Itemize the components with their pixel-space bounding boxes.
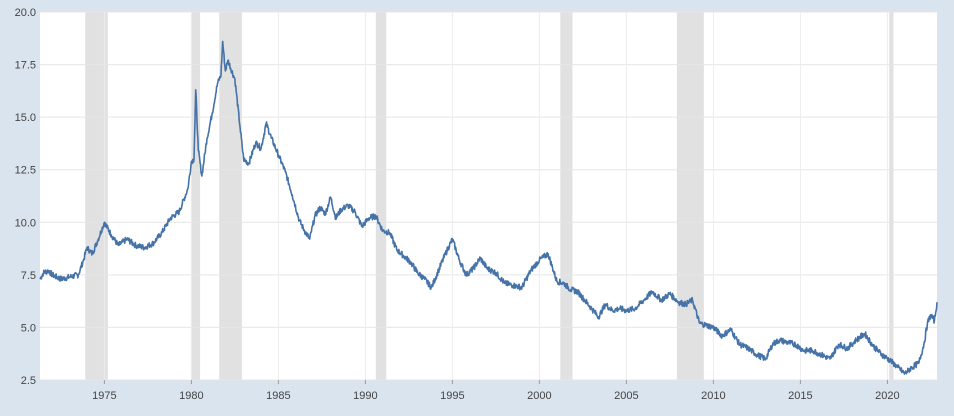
x-tick-label: 1990 <box>353 390 377 402</box>
y-tick-label: 20.0 <box>15 7 36 19</box>
x-tick-label: 1980 <box>179 390 203 402</box>
series-line <box>39 40 938 375</box>
y-tick-label: 10.0 <box>15 217 36 229</box>
recession-band <box>889 12 894 380</box>
recession-band <box>676 12 704 380</box>
x-tick-label: 1975 <box>92 390 116 402</box>
x-tick-label: 2020 <box>875 390 899 402</box>
x-tick-label: 2005 <box>614 390 638 402</box>
y-tick-label: 15.0 <box>15 112 36 124</box>
recession-band <box>375 12 387 380</box>
recession-band <box>85 12 108 380</box>
recession-band <box>560 12 573 380</box>
y-tick-label: 5.0 <box>21 322 36 334</box>
recession-band <box>191 12 201 380</box>
y-tick-label: 17.5 <box>15 60 36 72</box>
x-tick-label: 2015 <box>788 390 812 402</box>
x-tick-label: 1995 <box>440 390 464 402</box>
x-tick-label: 2000 <box>527 390 551 402</box>
y-tick-label: 7.5 <box>21 270 36 282</box>
y-tick-label: 12.5 <box>15 165 36 177</box>
x-tick-label: 1985 <box>266 390 290 402</box>
x-tick-label: 2010 <box>701 390 725 402</box>
recession-band <box>219 12 242 380</box>
plot-area <box>40 12 937 380</box>
y-tick-label: 2.5 <box>21 375 36 387</box>
